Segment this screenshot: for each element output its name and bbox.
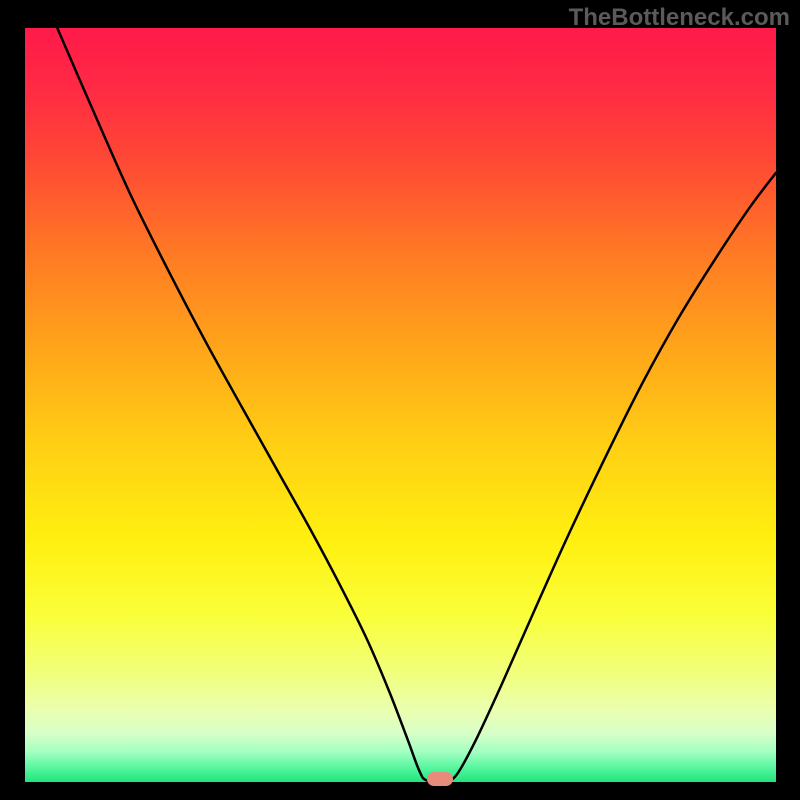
curve-path (57, 28, 776, 781)
bottleneck-curve (25, 28, 776, 782)
plot-area (25, 28, 776, 782)
watermark-text: TheBottleneck.com (569, 4, 790, 32)
chart-container: TheBottleneck.com (0, 0, 800, 800)
optimal-marker (427, 772, 453, 786)
